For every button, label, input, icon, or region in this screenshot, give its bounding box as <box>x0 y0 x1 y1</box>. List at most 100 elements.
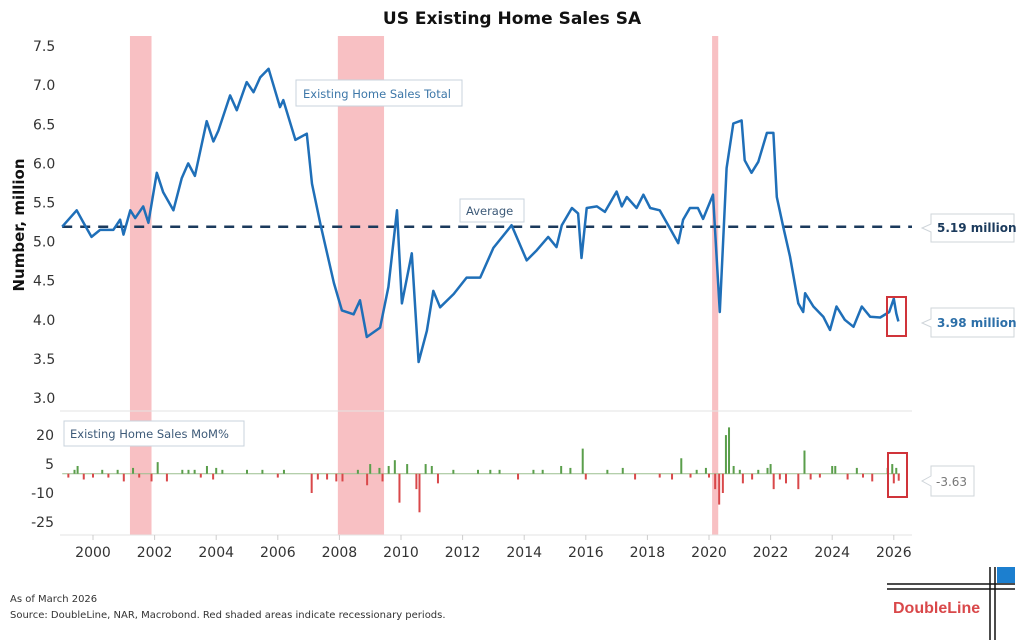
mom-bar <box>846 473 849 480</box>
mom-bar <box>436 473 439 484</box>
mom-bar <box>862 473 864 478</box>
mom-bar <box>369 464 372 474</box>
mom-bar <box>803 450 806 474</box>
mom-bar <box>517 473 520 480</box>
latest-callout: 3.98 million <box>920 307 1017 338</box>
average-label: Average <box>459 198 525 223</box>
mom-bar <box>212 473 215 480</box>
mom-bar <box>452 469 455 474</box>
x-tick-label: 2024 <box>814 545 850 561</box>
mom-bar <box>892 473 895 484</box>
mom-bar <box>772 473 775 490</box>
x-tick-label: 2000 <box>75 545 111 561</box>
mom-bar <box>498 469 501 474</box>
recession-band <box>129 36 152 535</box>
mom-bar <box>282 469 285 474</box>
mom-bar <box>165 473 168 482</box>
mom-bar <box>424 464 427 474</box>
y-tick-label: 6.5 <box>33 117 55 133</box>
x-tick-label: 2022 <box>753 545 789 561</box>
mom-bar <box>205 465 208 474</box>
mom-bar <box>310 473 313 493</box>
x-tick-label: 2002 <box>137 545 173 561</box>
mom-bar <box>766 467 769 474</box>
y-ticks-bottom: 20 5 -10 -25 <box>31 428 54 531</box>
x-tick-label: 2020 <box>691 545 727 561</box>
mom-bar <box>366 473 369 486</box>
mom-bar <box>704 467 707 474</box>
svg-text:DoubleLine: DoubleLine <box>893 600 980 617</box>
svg-text:Average: Average <box>466 204 513 218</box>
mom-bar <box>82 473 85 480</box>
mom-bar <box>67 473 70 478</box>
mom-bar <box>785 473 787 484</box>
mom-bar <box>714 473 717 490</box>
mom-latest-callout: -3.63 <box>920 465 975 497</box>
x-tick-label: 2018 <box>630 545 666 561</box>
mom-bar <box>116 469 119 474</box>
mom-bar <box>621 467 624 474</box>
y-tick-label: 5.5 <box>33 196 55 212</box>
svg-text:-3.63: -3.63 <box>936 475 967 489</box>
mom-bar <box>895 467 898 474</box>
mom-bar <box>187 469 190 474</box>
svg-text:Existing Home Sales Total: Existing Home Sales Total <box>303 87 451 101</box>
mom-bar <box>721 473 724 493</box>
mom-bar <box>378 467 381 474</box>
mom-bar <box>181 469 184 474</box>
mom-bar <box>138 473 141 478</box>
mom-bar <box>489 469 492 474</box>
mom-bar <box>560 465 563 474</box>
mom-bar <box>532 469 535 474</box>
y-tick-label: 20 <box>36 428 54 444</box>
x-tick-label: 2016 <box>568 545 604 561</box>
mom-bar <box>671 473 674 480</box>
doubleline-logo: DoubleLine <box>887 567 1015 640</box>
mom-bar <box>73 469 76 474</box>
mom-bar <box>381 473 384 482</box>
y-ticks-top: 7.5 7.0 6.5 6.0 5.5 5.0 4.5 4.0 3.5 3.0 <box>33 39 55 407</box>
svg-text:3.98 million: 3.98 million <box>937 316 1017 330</box>
y-tick-label: 3.0 <box>33 391 55 407</box>
y-tick-label: 5 <box>45 457 54 473</box>
x-ticks: 2000 2002 2004 2006 2008 2010 2012 2014 2016 2018… <box>75 535 912 561</box>
home-sales-line <box>61 67 900 364</box>
recession-band <box>337 36 385 535</box>
chart-title: US Existing Home Sales SA <box>383 9 642 29</box>
mom-bar <box>418 473 421 513</box>
footer-source: Source: DoubleLine, NAR, Macrobond. Red … <box>10 610 446 621</box>
mom-bar <box>199 473 202 478</box>
latest-highlight-box-top <box>886 296 907 337</box>
mom-bar <box>215 467 218 474</box>
series-label-mom: Existing Home Sales MoM% <box>63 420 245 447</box>
mom-bar <box>122 473 125 482</box>
mom-bar <box>326 473 329 480</box>
mom-bar <box>741 473 744 484</box>
mom-bar <box>393 460 396 474</box>
mom-bar <box>415 473 418 490</box>
y-tick-label: -10 <box>31 486 54 502</box>
mom-bar <box>387 465 390 474</box>
mom-bar <box>658 473 661 478</box>
recession-band <box>712 36 719 535</box>
mom-bar <box>341 473 344 482</box>
x-tick-label: 2004 <box>198 545 234 561</box>
y-tick-label: 4.5 <box>33 274 55 290</box>
mom-bar <box>724 435 727 474</box>
mom-bar <box>831 465 834 474</box>
mom-bar <box>156 462 159 474</box>
mom-bar <box>689 473 692 478</box>
svg-text:5.19 million: 5.19 million <box>937 221 1017 235</box>
mom-bar <box>107 473 110 478</box>
recession-bands <box>129 36 719 535</box>
mom-bar <box>778 473 781 480</box>
mom-bar <box>581 448 584 474</box>
x-tick-label: 2012 <box>445 545 481 561</box>
x-tick-label: 2006 <box>260 545 296 561</box>
mom-bar <box>797 473 800 490</box>
mom-bar <box>221 469 224 474</box>
mom-bar <box>246 469 248 474</box>
mom-bar <box>261 469 264 474</box>
x-tick-label: 2010 <box>383 545 419 561</box>
